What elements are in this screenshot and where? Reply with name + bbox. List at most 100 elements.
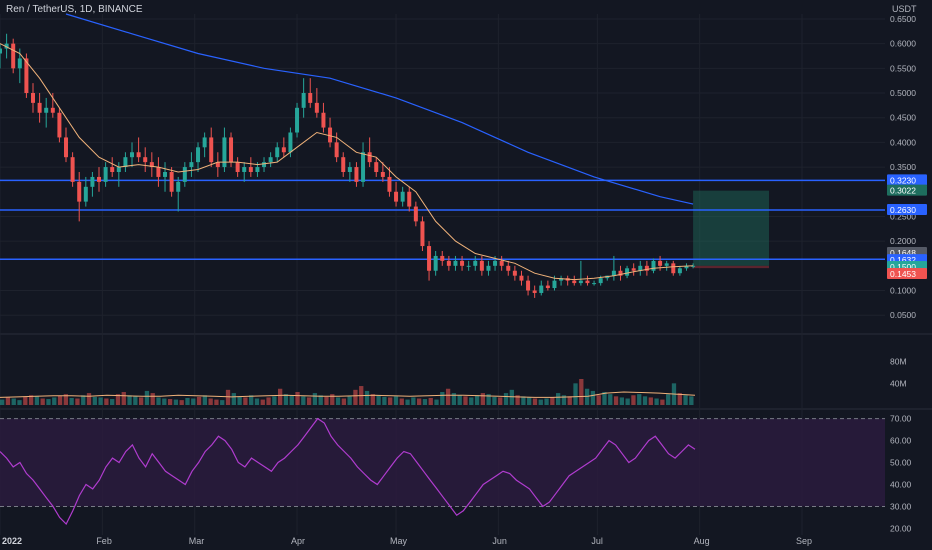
price-tag-label: 0.1632 [890,255,916,265]
volume-bar [469,397,474,405]
candle-body [281,147,286,153]
candle-body [539,285,544,293]
candle-body [592,283,597,285]
candle-body [255,167,260,172]
price-tick-label: 0.6000 [890,39,916,49]
candle-body [644,265,649,271]
candle-body [156,167,161,177]
volume-bar [370,394,375,405]
price-tick-label: 0.1000 [890,286,916,296]
candle-body [314,102,319,113]
volume-bar [584,388,590,405]
volume-bar [196,396,202,405]
volume-tick-label: 80M [890,357,907,367]
profit-zone [693,190,769,266]
volume-bar [179,400,184,405]
candle-body [24,58,29,93]
candle-body [578,280,583,284]
candle-body [486,265,491,271]
volume-bar [121,392,126,405]
candle-body [222,137,227,168]
volume-bar [249,395,254,405]
candle-body [103,167,108,182]
volume-bar [393,396,399,405]
volume-bar [434,399,439,405]
price-tick-label: 0.0500 [890,310,916,320]
volume-bar [202,395,207,405]
price-tag-label: 0.1500 [890,262,916,272]
rsi-tick-label: 20.00 [890,523,912,533]
volume-bar [115,394,121,405]
volume-bar [503,393,509,405]
volume-bar [445,388,451,405]
volume-bar [677,393,682,405]
volume-bar [596,395,601,405]
price-tick-label: 0.2500 [890,211,916,221]
candle-body [77,181,82,202]
candle-body [691,265,696,267]
rsi-tick-label: 40.00 [890,479,912,489]
volume-bar [376,395,381,405]
candle-body [123,157,128,168]
candle-body [380,172,385,177]
volume-bar [637,394,642,405]
candle-body [618,270,623,276]
volume-bar [474,395,480,405]
volume-bar [422,399,428,405]
candle-body [288,132,293,153]
volume-bar [498,397,503,405]
price-tag-label: 0.2630 [890,205,916,215]
volume-bar [306,397,312,405]
price-tag-bg [887,267,927,279]
axes: 0.6500 0.6000 0.5500 0.5000 0.4500 0.4000 0.35… [2,14,916,546]
volume-bar [532,398,538,405]
volume-bar [86,393,92,405]
candle-body [354,167,359,182]
candle-body [275,147,280,158]
candle-body [0,48,2,54]
volume-bar [17,400,22,405]
time-tick-label: Feb [96,536,112,546]
candle-body [427,246,432,271]
volume-bar [486,394,491,405]
candle-body [136,152,141,158]
price-tick-label: 0.5500 [890,63,916,73]
volume-bar [689,396,694,405]
candle-body [572,280,577,284]
candle-body [361,152,366,182]
volume-bar [231,393,236,405]
volume-bar [208,398,213,405]
candle-body [308,93,313,103]
candle-body [37,102,42,113]
volume-bar [330,394,335,405]
candle-body [532,290,537,293]
candle-body [248,167,253,172]
volume-bar [480,393,485,405]
price-tag-label: 0.1453 [890,269,916,279]
candle-body [499,260,504,266]
price-tag-label: 0.3022 [890,186,916,196]
candle-body [196,147,201,163]
volume-bar [150,393,155,405]
volume-bar [110,399,115,405]
candle-body [631,268,636,271]
volume-bar [283,394,289,405]
volume-bar [619,397,624,405]
volume-bar [567,396,572,405]
volume-bar [57,395,63,405]
time-tick-label: Sep [796,536,812,546]
volume-bar [440,392,445,405]
volume-bar [457,395,462,405]
candle-body [460,260,465,266]
candle-body [598,278,603,284]
candle-body [209,137,214,163]
time-tick-label: Jul [591,536,603,546]
candle-body [31,93,36,103]
candle-body [268,157,273,163]
volume-bar [5,397,11,405]
volume-bar [225,389,231,405]
candle-body [407,191,412,207]
position-box[interactable] [693,190,769,269]
volume-bar [69,397,74,405]
